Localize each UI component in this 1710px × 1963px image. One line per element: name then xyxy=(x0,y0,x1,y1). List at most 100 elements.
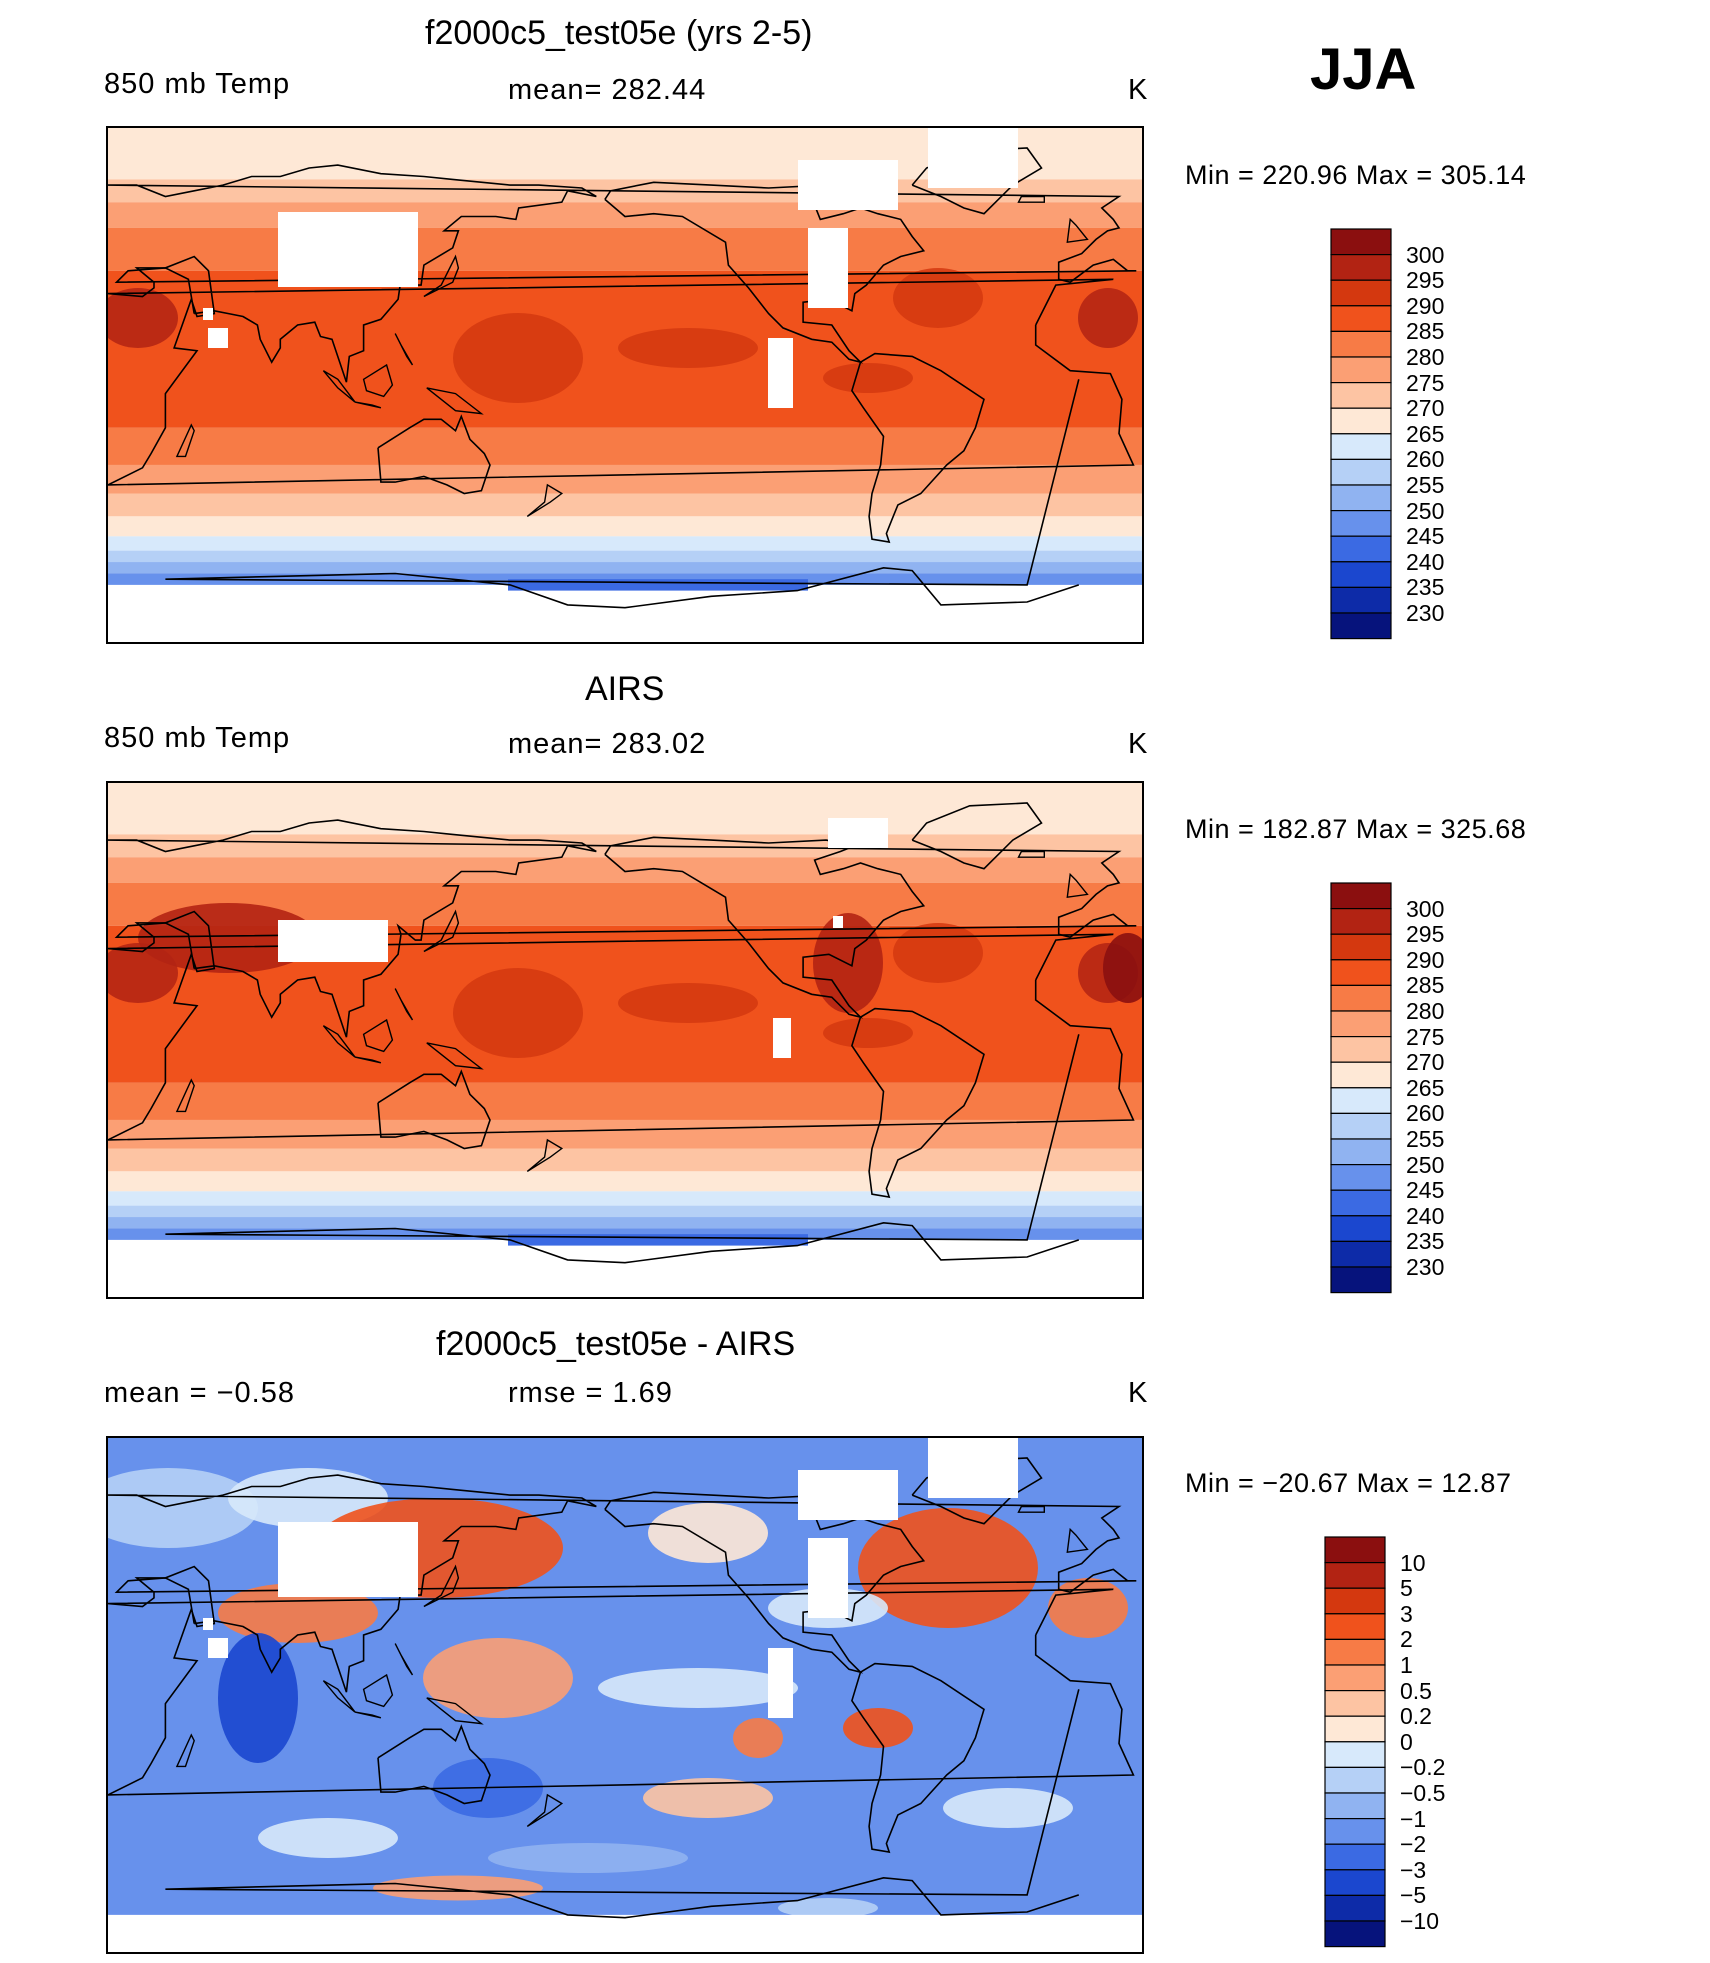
colorbar-swatch xyxy=(1330,908,1392,935)
panel1-mean-label: mean= 282.44 xyxy=(508,74,707,106)
colorbar-label: 270 xyxy=(1406,1049,1445,1076)
colorbar-swatch xyxy=(1324,1664,1386,1692)
temperature-band xyxy=(108,562,1142,574)
colorbar-swatch xyxy=(1324,1843,1386,1871)
coastline xyxy=(165,379,1080,609)
panel2-mean-label: mean= 283.02 xyxy=(508,728,707,760)
masked-region xyxy=(808,1538,848,1618)
coastline xyxy=(165,1034,1080,1264)
colorbar-label: 0.2 xyxy=(1400,1703,1432,1730)
colorbar-label: 1 xyxy=(1400,1652,1413,1678)
colorbar-label: 255 xyxy=(1406,1126,1445,1152)
colorbar-swatch xyxy=(1324,1638,1386,1666)
colorbar-label: 245 xyxy=(1406,523,1445,550)
colorbar-swatch xyxy=(1330,1112,1392,1140)
colorbar-label: 230 xyxy=(1406,600,1445,626)
masked-antarctica xyxy=(108,590,1142,642)
island-coastline xyxy=(423,1564,460,1608)
masked-region xyxy=(798,160,898,210)
temperature-band xyxy=(108,536,1142,551)
difference-blob xyxy=(1048,1578,1128,1638)
colorbar-label: −1 xyxy=(1400,1805,1427,1832)
difference-blob xyxy=(858,1508,1038,1628)
island-coastline xyxy=(175,1078,195,1113)
coastline xyxy=(108,819,1137,1038)
coastline xyxy=(851,1007,985,1199)
temperature-band xyxy=(108,783,1142,835)
colorbar-label: 290 xyxy=(1406,946,1445,973)
panel2-minmax: Min = 182.87 Max = 325.68 xyxy=(1185,814,1527,844)
colorbar-swatch xyxy=(1330,228,1392,256)
coastline xyxy=(108,164,1137,383)
panel3-title: f2000c5_test05e - AIRS xyxy=(436,1325,796,1363)
panel3-minmax: Min = −20.67 Max = 12.87 xyxy=(1185,1468,1512,1498)
colorbar-label: 260 xyxy=(1406,1100,1445,1127)
warm-region xyxy=(823,1018,913,1048)
island-coastline xyxy=(1017,195,1045,203)
island-coastline xyxy=(526,483,564,517)
colorbar-swatch xyxy=(1324,1690,1386,1717)
colorbar-label: 235 xyxy=(1406,1228,1445,1255)
warm-region xyxy=(893,923,983,983)
difference-blob xyxy=(218,1583,378,1643)
panel3-rmse-label: rmse = 1.69 xyxy=(508,1377,673,1409)
difference-blob xyxy=(648,1503,768,1563)
masked-region xyxy=(808,228,848,308)
masked-region xyxy=(278,1522,418,1597)
colorbar-swatch xyxy=(1330,1189,1392,1217)
masked-region xyxy=(828,818,888,848)
masked-region xyxy=(928,1438,1018,1498)
difference-blob xyxy=(423,1638,573,1718)
difference-blob xyxy=(943,1788,1073,1828)
temperature-band xyxy=(108,857,1142,883)
temperature-band xyxy=(108,550,1142,563)
colorbar-label: 2 xyxy=(1400,1626,1413,1653)
colorbar-label: 0 xyxy=(1400,1728,1413,1755)
colorbar-swatch xyxy=(1330,1215,1392,1242)
colorbar-label: −10 xyxy=(1400,1908,1440,1934)
island-coastline xyxy=(175,423,195,458)
masked-antarctica xyxy=(108,1245,1142,1297)
colorbar-swatch xyxy=(1330,330,1392,358)
colorbar-swatch xyxy=(1330,1036,1392,1063)
warm-region xyxy=(453,313,583,403)
colorbar-label: 295 xyxy=(1406,267,1445,294)
coastline xyxy=(911,802,1043,870)
masked-region xyxy=(928,128,1018,188)
coastline xyxy=(851,352,985,544)
island-coastline xyxy=(394,1643,414,1676)
masked-region xyxy=(768,1648,793,1718)
temperature-band xyxy=(108,1171,1142,1192)
colorbar-label: 265 xyxy=(1406,1074,1445,1101)
colorbar-label: 235 xyxy=(1406,574,1445,601)
colorbar-label: 5 xyxy=(1400,1575,1413,1602)
warm-region xyxy=(108,288,178,348)
island-coastline xyxy=(426,387,484,415)
coastline xyxy=(165,1689,1080,1919)
masked-region xyxy=(278,920,388,962)
masked-region xyxy=(798,1470,898,1520)
panel3-colorbar: 10 5 3 2 1 0.5 0.2 0 −0.2 −0.5 −1 −2 −3 −5 −10 xyxy=(1324,1536,1504,1948)
temperature-band xyxy=(108,1191,1142,1206)
panel1-left-label: 850 mb Temp xyxy=(104,68,291,100)
colorbar-label: 245 xyxy=(1406,1177,1445,1204)
warm-region xyxy=(823,363,913,393)
colorbar-swatch xyxy=(1324,1613,1386,1641)
masked-region xyxy=(278,212,418,287)
colorbar-label: 285 xyxy=(1406,972,1445,999)
colorbar-label: 250 xyxy=(1406,497,1445,524)
colorbar-swatch xyxy=(1330,959,1392,987)
colorbar-swatch xyxy=(1330,279,1392,307)
masked-region xyxy=(208,1638,228,1658)
colorbar-label: 3 xyxy=(1400,1600,1413,1627)
colorbar-swatch xyxy=(1330,984,1392,1012)
island-coastline xyxy=(1066,872,1089,899)
island-coastline xyxy=(1066,217,1089,244)
colorbar-label: 295 xyxy=(1406,921,1445,948)
masked-antarctica xyxy=(108,1914,1142,1952)
warm-region xyxy=(138,903,318,973)
masked-region xyxy=(203,1618,213,1630)
difference-blob xyxy=(108,1468,258,1548)
colorbar-swatch xyxy=(1330,458,1392,486)
coastline xyxy=(377,414,491,495)
